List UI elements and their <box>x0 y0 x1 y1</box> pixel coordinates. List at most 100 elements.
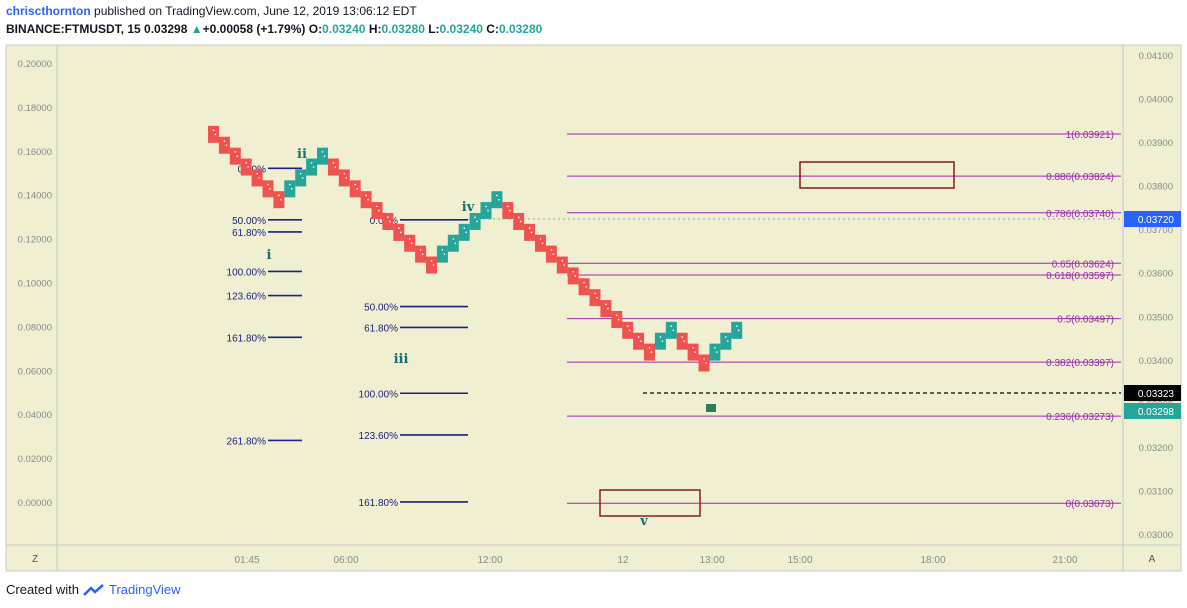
brick-dot <box>454 242 457 245</box>
renko-brick <box>611 310 623 328</box>
brick-dot <box>583 281 585 284</box>
renko-brick <box>709 343 721 361</box>
right-tick: 0.03700 <box>1139 225 1173 236</box>
brick-dot <box>628 329 631 332</box>
left-tick: 0.16000 <box>18 147 52 158</box>
fib-ext-label: 61.80% <box>232 228 266 239</box>
author-link[interactable]: chriscthornton <box>6 4 91 18</box>
renko-brick <box>556 256 568 274</box>
fib-level-label: 0.236(0.03273) <box>1046 412 1114 423</box>
brick-dot <box>389 220 391 223</box>
brick-dot <box>310 161 313 164</box>
renko-brick <box>262 180 274 198</box>
price-labels: 0.03720 0.03323 0.03298 <box>1124 211 1181 419</box>
fib-level-label: 1(0.03921) <box>1066 130 1114 141</box>
fib-extension-labels[interactable]: 0.00%50.00%61.80%100.00%123.60%161.80%26… <box>227 164 468 509</box>
brick-dot <box>378 209 380 212</box>
brick-dot <box>705 362 707 364</box>
renko-brick <box>480 202 492 220</box>
left-axis[interactable] <box>5 44 58 546</box>
brick-dot <box>365 194 367 197</box>
last-price: 0.03298 <box>144 22 188 36</box>
brick-dot <box>507 205 509 208</box>
right-axis[interactable] <box>1122 44 1182 546</box>
brick-dot <box>618 318 620 321</box>
brick-dot <box>234 151 237 153</box>
brick-dot <box>321 151 324 153</box>
brick-dot <box>443 253 446 255</box>
renko-brick <box>589 289 601 307</box>
renko-brick <box>545 245 557 263</box>
brick-dot <box>258 177 260 179</box>
brick-dot <box>735 325 738 327</box>
left-tick: 0.14000 <box>18 191 52 202</box>
corner-right[interactable] <box>1122 544 1182 572</box>
renko-brick <box>240 158 252 176</box>
renko-brick <box>622 321 634 339</box>
brick-dot <box>214 133 217 136</box>
corner-left-label[interactable]: Z <box>32 554 38 565</box>
brick-dot <box>648 347 651 349</box>
renko-brick <box>273 191 285 209</box>
brick-dot <box>334 166 337 168</box>
renko-brick <box>426 256 437 274</box>
fib-ext-label: 123.60% <box>359 431 399 442</box>
brick-dot <box>289 183 291 186</box>
high-label: H: <box>368 22 382 36</box>
time-axis-ticks: 01:45 06:00 12:00 12 13:00 15:00 18:00 21:00 <box>234 555 1077 566</box>
brick-dot <box>312 166 315 168</box>
corner-left[interactable] <box>5 544 58 572</box>
renko-brick <box>436 245 448 263</box>
high-value: 0.03280 <box>381 22 425 36</box>
chart-canvas[interactable]: 0.20000 0.18000 0.16000 0.14000 0.12000 0.100… <box>0 0 1187 580</box>
overlays[interactable] <box>468 161 1121 517</box>
brick-dot <box>509 209 511 212</box>
renko-brick <box>251 169 263 187</box>
brick-dot <box>496 194 498 197</box>
time-tick: 06:00 <box>333 555 358 566</box>
brick-dot <box>585 285 587 288</box>
fib-retracement[interactable]: 1(0.03921) 0.886(0.03824) 0.786(0.03740) 0.… <box>567 130 1121 510</box>
fib-level-label: 0.786(0.03740) <box>1046 209 1114 220</box>
open-value: 0.03240 <box>322 22 366 36</box>
current-brick <box>706 404 716 412</box>
wave-label: iii <box>394 352 409 367</box>
left-tick: 0.00000 <box>18 498 52 509</box>
brick-dot <box>541 242 544 245</box>
right-tick: 0.03800 <box>1139 182 1173 193</box>
brick-dot <box>637 336 640 338</box>
brick-dot <box>356 188 359 190</box>
brick-dot <box>212 129 215 131</box>
brick-dot <box>280 198 282 201</box>
left-tick: 0.06000 <box>18 366 52 377</box>
brick-dot <box>528 227 531 229</box>
brick-dot <box>465 231 468 234</box>
renko-brick <box>218 136 230 154</box>
brand-link[interactable]: TradingView <box>108 582 181 597</box>
right-tick: 0.03100 <box>1139 486 1173 497</box>
brick-dot <box>343 172 346 175</box>
fib-ext-label: 161.80% <box>359 498 399 509</box>
brick-dot <box>561 259 564 262</box>
renko-brick <box>535 234 546 252</box>
brick-dot <box>683 340 685 343</box>
brick-dot <box>323 155 326 157</box>
renko-bricks[interactable] <box>208 125 743 372</box>
fib-level-label: 0.382(0.03397) <box>1046 358 1114 369</box>
brick-dot <box>398 227 400 229</box>
time-axis[interactable] <box>56 544 1124 572</box>
brick-dot <box>563 264 566 266</box>
corner-right-label[interactable]: A <box>1149 554 1156 565</box>
renko-brick <box>687 343 699 361</box>
right-tick: 0.04100 <box>1139 51 1173 62</box>
renko-brick <box>458 223 470 241</box>
brick-dot <box>245 161 247 164</box>
left-tick: 0.12000 <box>18 235 52 246</box>
brick-dot <box>463 227 466 229</box>
renko-brick <box>360 191 372 209</box>
time-tick: 15:00 <box>787 555 812 566</box>
brick-dot <box>716 351 718 353</box>
time-tick: 01:45 <box>234 555 259 566</box>
renko-brick <box>404 234 416 252</box>
right-tick: 0.03500 <box>1139 312 1173 323</box>
